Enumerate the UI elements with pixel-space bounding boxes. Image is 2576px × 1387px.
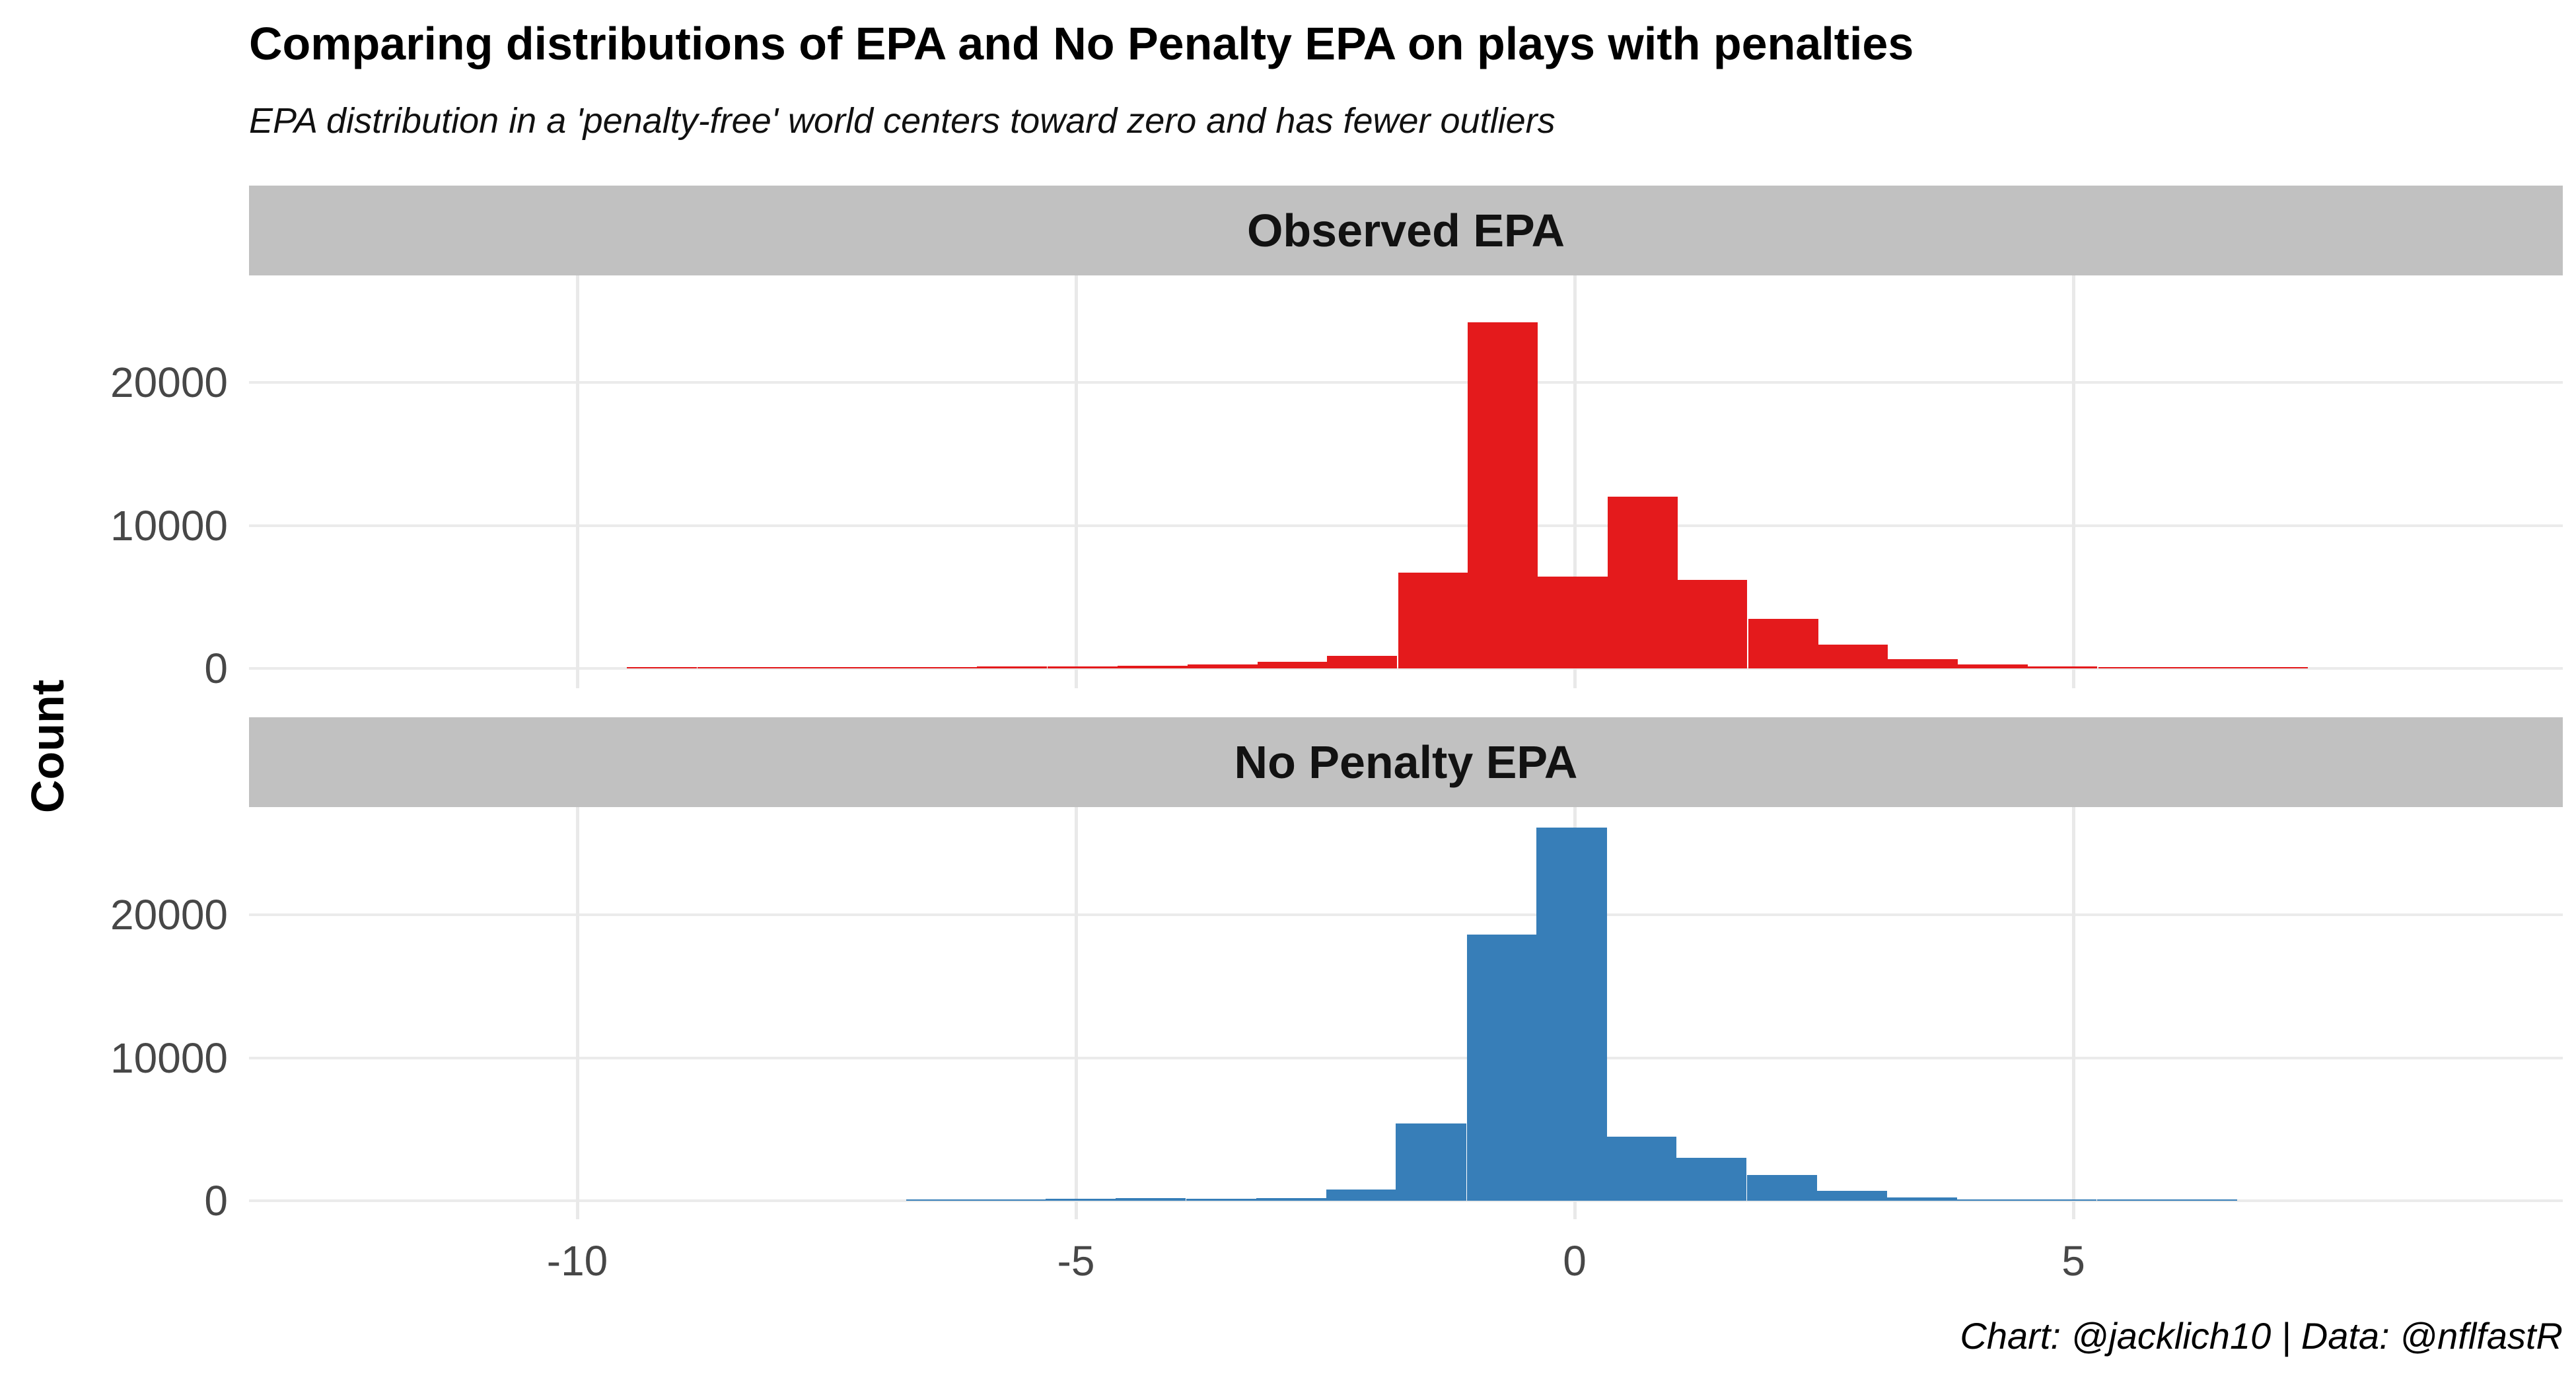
gridline-y-20000 [249, 913, 2563, 916]
gridline-y-10000 [249, 524, 2563, 527]
histogram-bar [2097, 1199, 2168, 1201]
histogram-bar [1326, 1189, 1396, 1201]
histogram-bar [2098, 666, 2168, 668]
histogram-bar [2026, 1199, 2096, 1201]
gridline-x-5 [2072, 807, 2075, 1219]
histogram-bar [1677, 579, 1748, 668]
histogram-bar [907, 666, 978, 668]
facet-strip-observed-epa: Observed EPA [249, 186, 2563, 275]
facet-panel-2 [249, 807, 2563, 1219]
histogram-bar [1886, 1197, 1957, 1201]
histogram-bar [1887, 658, 1958, 668]
gridline-x--10 [576, 275, 579, 688]
y-axis-tick-label: 0 [204, 1177, 228, 1225]
gridline-x--5 [1075, 807, 1078, 1219]
histogram-bar [1327, 655, 1398, 668]
gridline-y-0 [249, 667, 2563, 670]
chart-caption: Chart: @jacklich10 | Data: @nflfastR [1960, 1315, 2563, 1357]
histogram-bar [2237, 666, 2308, 668]
histogram-bar [1816, 1190, 1887, 1201]
histogram-bar [1116, 1197, 1186, 1201]
histogram-bar [906, 1199, 977, 1201]
gridline-y-0 [249, 1199, 2563, 1202]
histogram-bar [1468, 322, 1538, 668]
histogram-bar [1187, 664, 1258, 668]
histogram-bar [1256, 1197, 1327, 1201]
histogram-bar [976, 1199, 1046, 1201]
histogram-bar [1606, 1136, 1677, 1201]
facet-panel-1 [249, 275, 2563, 688]
facet-strip-label: Observed EPA [1246, 205, 1565, 256]
y-axis-tick-label: 20000 [110, 359, 228, 406]
histogram-bar [1046, 1198, 1116, 1201]
histogram-bar [1607, 497, 1678, 668]
histogram-bar [1396, 1123, 1466, 1201]
y-axis-tick-label: 10000 [110, 1034, 228, 1082]
gridline-y-20000 [249, 381, 2563, 384]
y-axis-tick-label: 20000 [110, 891, 228, 939]
histogram-bar [837, 666, 908, 668]
gridline-x-5 [2072, 275, 2075, 688]
x-axis-tick-label: 5 [2061, 1237, 2085, 1285]
histogram-bar [1048, 666, 1118, 668]
histogram-bar [1818, 645, 1888, 668]
histogram-bar [1536, 827, 1607, 1201]
y-axis-tick-label: 10000 [110, 501, 228, 550]
gridline-x--5 [1075, 275, 1078, 688]
histogram-bar [1398, 572, 1468, 668]
histogram-bar [1956, 1199, 2027, 1201]
histogram-bar [1748, 619, 1818, 668]
x-axis-tick-label: -5 [1057, 1237, 1095, 1285]
histogram-bar [1676, 1158, 1746, 1201]
gridline-y-10000 [249, 1056, 2563, 1059]
histogram-bar [698, 666, 768, 668]
facet-strip-no-penalty-epa: No Penalty EPA [249, 717, 2563, 807]
histogram-bar [2168, 666, 2238, 668]
gridline-x-0 [1573, 275, 1577, 688]
chart-subtitle: EPA distribution in a 'penalty-free' wor… [249, 101, 1556, 141]
histogram-bar [1257, 662, 1328, 668]
y-axis-title: Count [22, 679, 73, 814]
chart-title: Comparing distributions of EPA and No Pe… [249, 18, 1914, 69]
histogram-bar [977, 666, 1048, 668]
histogram-bar [2027, 666, 2098, 668]
histogram-bar [627, 666, 698, 668]
histogram-bar [1747, 1175, 1818, 1201]
y-axis-tick-label: 0 [204, 645, 228, 692]
histogram-bar [1186, 1198, 1257, 1201]
histogram-bar [2166, 1199, 2237, 1201]
x-axis-tick-label: 0 [1563, 1237, 1587, 1285]
facet-strip-label: No Penalty EPA [1234, 736, 1578, 788]
x-axis-tick-label: -10 [546, 1237, 608, 1285]
histogram-bar [1537, 577, 1608, 668]
gridline-x--10 [576, 807, 579, 1219]
histogram-bar [768, 666, 838, 668]
histogram-bar [1957, 664, 2028, 668]
histogram-bar [1466, 935, 1537, 1201]
histogram-bar [1118, 666, 1188, 668]
